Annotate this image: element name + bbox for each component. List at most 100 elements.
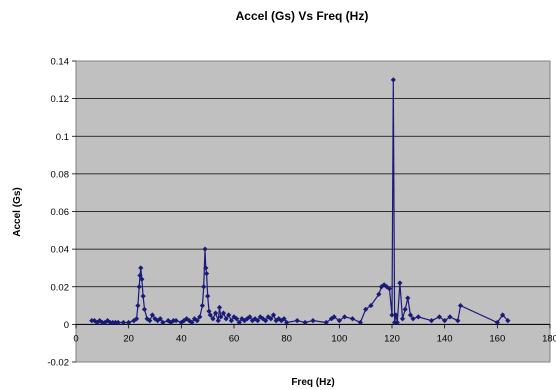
data-point — [94, 319, 100, 326]
x-tick-label: 40 — [176, 333, 187, 344]
data-point — [120, 319, 126, 326]
data-point — [436, 314, 442, 320]
data-point — [494, 319, 500, 326]
data-point — [428, 318, 435, 324]
data-point — [91, 318, 98, 324]
data-point — [136, 284, 142, 290]
data-point — [278, 318, 284, 324]
data-point — [281, 316, 287, 322]
data-point — [194, 318, 200, 324]
data-point — [393, 312, 399, 318]
data-point — [186, 318, 192, 324]
y-tick-label: 0.12 — [51, 94, 70, 105]
x-tick-label: 140 — [437, 333, 453, 344]
data-point — [215, 318, 221, 324]
data-point — [189, 319, 195, 326]
data-point — [389, 312, 395, 318]
data-point — [173, 318, 179, 324]
data-point — [112, 319, 119, 326]
data-point — [139, 276, 145, 282]
data-point — [252, 316, 258, 322]
x-tick-label: 160 — [489, 333, 505, 344]
data-point — [212, 310, 219, 316]
data-point — [357, 319, 363, 326]
data-point — [97, 318, 103, 324]
data-point — [202, 246, 208, 252]
data-point — [455, 318, 461, 324]
data-point — [394, 319, 400, 326]
data-point — [110, 319, 116, 326]
data-point — [126, 319, 132, 326]
data-point — [205, 293, 211, 299]
y-tick-label: 0.08 — [51, 169, 70, 180]
data-point — [170, 318, 177, 324]
data-point — [390, 77, 396, 83]
data-point — [99, 319, 105, 326]
data-point — [331, 314, 337, 320]
data-point — [381, 282, 387, 288]
data-point — [247, 314, 253, 320]
data-point — [273, 318, 279, 324]
data-point — [500, 312, 506, 318]
data-point — [105, 318, 111, 324]
data-point — [226, 312, 232, 318]
series-group — [89, 77, 511, 326]
data-point — [368, 302, 374, 309]
data-point — [407, 312, 414, 318]
x-tick-label: 20 — [123, 333, 134, 344]
data-point — [149, 312, 155, 318]
data-point — [294, 318, 300, 324]
data-point — [204, 270, 210, 277]
data-point — [234, 316, 240, 322]
x-tick-label: 0 — [73, 333, 78, 344]
data-point — [135, 302, 141, 309]
x-tick-label: 80 — [281, 333, 292, 344]
data-point — [336, 318, 342, 324]
data-point — [140, 293, 146, 299]
data-point — [376, 291, 382, 297]
data-point — [157, 316, 163, 322]
data-point — [386, 286, 392, 292]
data-point — [199, 302, 205, 309]
data-point — [228, 318, 234, 324]
gridlines — [72, 60, 551, 363]
data-point — [328, 316, 335, 322]
data-point — [255, 318, 261, 324]
data-point — [392, 319, 398, 326]
y-tick-label: 0.1 — [56, 132, 69, 143]
y-tick-labels: -0.02 0 0.02 0.04 0.06 0.08 0.1 0.12 0.14 — [47, 57, 69, 369]
data-point — [402, 306, 408, 312]
x-axis-label: Freq (Hz) — [291, 377, 334, 388]
y-tick-label: 0.14 — [51, 57, 70, 68]
data-point — [302, 319, 308, 326]
chart-title: Accel (Gs) Vs Freq (Hz) — [236, 9, 369, 23]
data-point — [442, 318, 448, 324]
data-point — [447, 314, 453, 320]
data-point — [220, 310, 227, 316]
data-point — [342, 314, 348, 320]
data-point — [107, 319, 113, 326]
y-tick-label: -0.02 — [47, 358, 69, 369]
y-axis-label: Accel (Gs) — [12, 187, 23, 236]
data-point — [270, 312, 277, 318]
data-point — [236, 319, 242, 326]
data-point — [168, 319, 174, 326]
data-point — [137, 272, 143, 279]
x-tick-label: 100 — [331, 333, 347, 344]
data-point — [263, 318, 269, 324]
data-point — [223, 316, 229, 322]
y-tick-label: 0.02 — [51, 282, 70, 293]
y-tick-label: 0.04 — [51, 245, 70, 256]
data-point — [363, 306, 369, 312]
data-point — [216, 304, 223, 311]
x-tick-label: 60 — [229, 333, 240, 344]
data-point — [310, 318, 316, 324]
data-point — [415, 314, 421, 320]
data-point — [268, 316, 274, 322]
data-point — [257, 314, 263, 320]
y-tick-label: 0.06 — [51, 207, 70, 218]
data-point — [160, 319, 166, 326]
x-tick-label: 120 — [384, 333, 400, 344]
data-point — [284, 319, 290, 326]
